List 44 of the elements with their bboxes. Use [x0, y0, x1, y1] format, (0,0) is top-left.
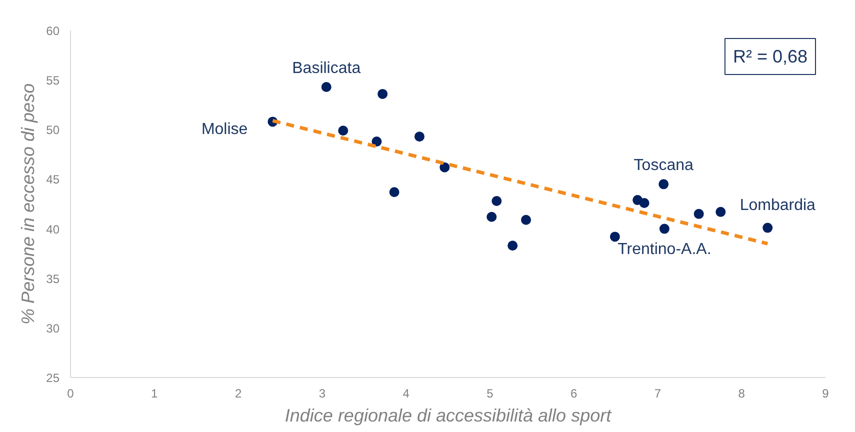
x-tick-label: 1 [151, 386, 158, 400]
y-tick-label: 25 [46, 371, 60, 385]
point [521, 214, 532, 225]
x-tick-label: 8 [738, 386, 746, 400]
point [658, 179, 669, 190]
x-tick-label: 9 [822, 386, 830, 400]
x-tick-label: 3 [318, 386, 326, 400]
y-tick-label: 30 [46, 321, 60, 336]
x-tick-label: 6 [570, 386, 578, 400]
point [378, 88, 388, 99]
point [389, 187, 400, 198]
point [321, 82, 332, 92]
point [492, 196, 502, 206]
annotation: R² = 0,68 [732, 46, 808, 66]
x-axis-title: Indice regionale di accessibilità allo sport [284, 406, 612, 426]
point [414, 132, 424, 142]
point [440, 162, 450, 172]
point [659, 224, 670, 234]
x-tick-label: 2 [234, 386, 242, 400]
point [694, 208, 704, 219]
y-tick-label: 45 [46, 172, 60, 187]
y-tick-label: 55 [46, 74, 60, 88]
annotation: Basilicata [292, 60, 361, 78]
point [762, 222, 773, 233]
y-tick-label: 60 [46, 24, 60, 38]
point [372, 136, 382, 147]
point [508, 240, 518, 251]
annotation: Trentino-A.A. [618, 240, 712, 258]
y-tick-label: 35 [46, 272, 60, 286]
annotation: Molise [201, 121, 248, 138]
annotation: Lombardia [740, 196, 816, 214]
point [716, 206, 726, 217]
x-tick-label: 0 [67, 386, 74, 400]
x-tick-label: 7 [654, 386, 662, 400]
point [639, 198, 650, 208]
point [338, 126, 348, 136]
y-tick-label: 50 [46, 123, 60, 138]
y-axis-title: % Persone in eccesso di peso [18, 83, 38, 325]
point [610, 232, 620, 242]
y-tick-label: 40 [46, 222, 60, 236]
x-tick-label: 5 [486, 386, 494, 400]
point [486, 212, 497, 222]
annotation: Toscana [634, 157, 694, 174]
x-tick-label: 4 [402, 386, 410, 400]
